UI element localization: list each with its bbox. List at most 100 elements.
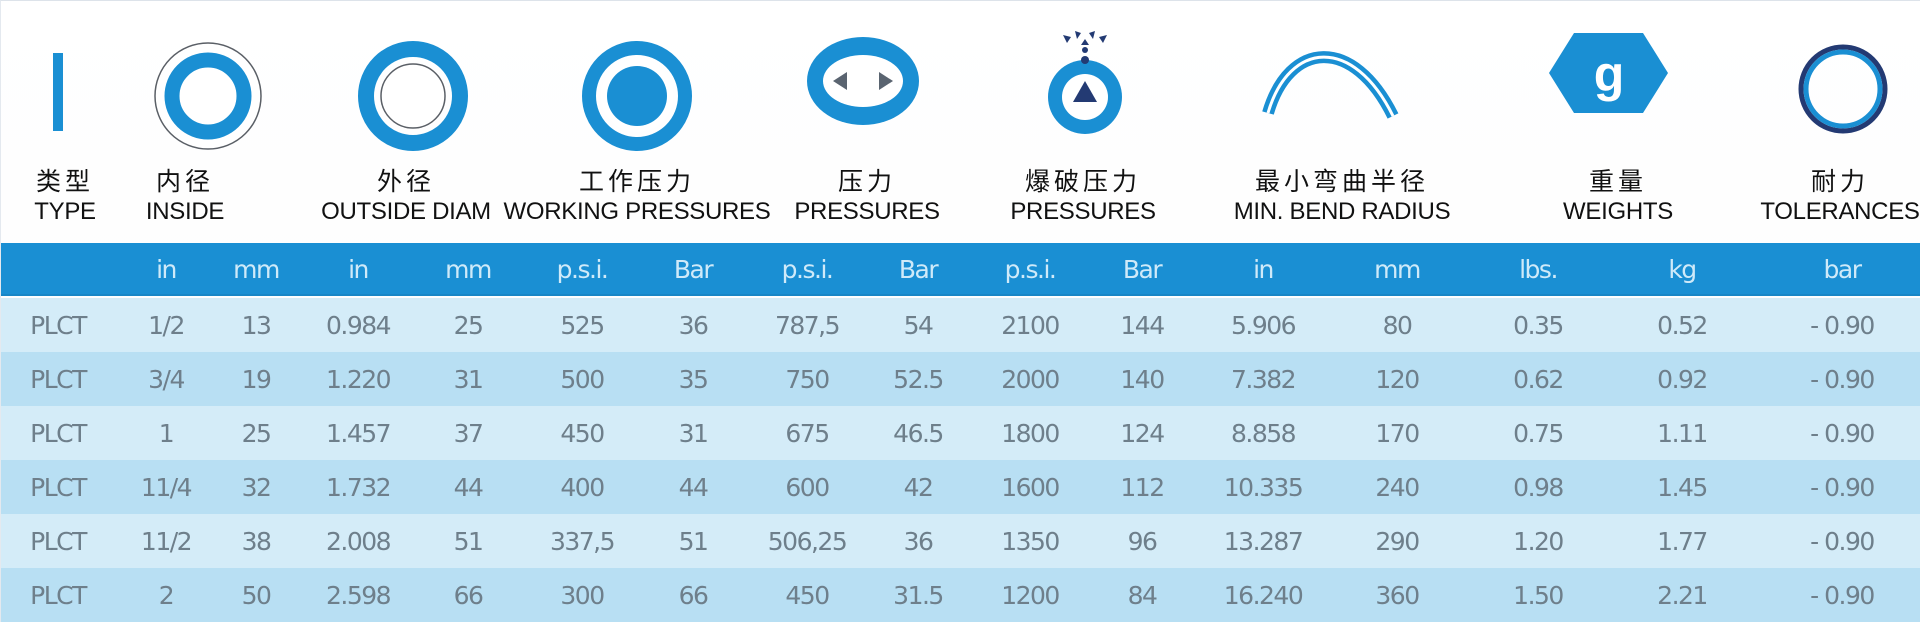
table-cell: 7.382: [1230, 364, 1297, 394]
table-cell: 450: [560, 418, 605, 448]
bend-radius-arc-icon: [1262, 51, 1399, 119]
outer-diameter-ring-icon: [358, 41, 468, 151]
unit-cell: in: [156, 255, 177, 284]
table-cell: 0.75: [1513, 418, 1564, 448]
table-cell: 360: [1375, 580, 1420, 610]
header-tolerances: 耐力 TOLERANCES: [1760, 167, 1920, 227]
table-cell: 13: [241, 310, 272, 340]
header-inside: 内径 INSIDE: [146, 167, 225, 227]
table-cell: 0.92: [1657, 364, 1708, 394]
table-cell: 750: [785, 364, 830, 394]
header-working-cn: 工作压力: [578, 167, 696, 196]
unit-cell: mm: [233, 255, 280, 284]
table-row: PLCT 2 50 2.598 66 300 66 450 31.5 1200 …: [1, 568, 1920, 622]
burst-pressure-icon: [1048, 31, 1122, 134]
header-bend-en: MIN. BEND RADIUS: [1233, 198, 1451, 225]
table-row: PLCT 11/4 32 1.732 44 400 44 600 42 1600…: [1, 460, 1920, 514]
table-cell: - 0.90: [1810, 418, 1875, 448]
table-cell: 170: [1375, 418, 1420, 448]
table-cell: 0.62: [1513, 364, 1564, 394]
table-cell: 525: [560, 310, 605, 340]
table-cell: 2.598: [325, 580, 392, 610]
table-cell: 144: [1120, 310, 1165, 340]
header-weight: 重量 WEIGHTS: [1563, 167, 1673, 227]
table-cell: 36: [903, 526, 934, 556]
table-cell: 337,5: [549, 526, 616, 556]
header-weight-en: WEIGHTS: [1563, 198, 1673, 225]
header-burst-cn: 爆破压力: [1024, 167, 1141, 196]
table-cell: 51: [453, 526, 484, 556]
table-cell: 19: [241, 364, 272, 394]
table-cell: 84: [1127, 580, 1158, 610]
table-row: PLCT 3/4 19 1.220 31 500 35 750 52.5 200…: [1, 352, 1920, 406]
table-cell: 8.858: [1230, 418, 1297, 448]
table-cell: 96: [1127, 526, 1158, 556]
table-cell: 0.984: [325, 310, 392, 340]
table-cell: PLCT: [30, 418, 87, 448]
table-cell: 0.52: [1657, 310, 1708, 340]
table-cell: - 0.90: [1810, 310, 1875, 340]
header-tolerances-en: TOLERANCES: [1760, 198, 1920, 225]
unit-cell: mm: [445, 255, 492, 284]
table-cell: 10.335: [1223, 472, 1304, 502]
table-cell: 31: [678, 418, 709, 448]
header-working-en: WORKING PRESSURES: [503, 198, 771, 225]
table-cell: 1800: [1001, 418, 1060, 448]
table-cell: 11/2: [140, 526, 193, 556]
table-cell: - 0.90: [1810, 580, 1875, 610]
table-cell: 240: [1375, 472, 1420, 502]
table-cell: 787,5: [774, 310, 841, 340]
table-row: PLCT 11/2 38 2.008 51 337,5 51 506,25 36…: [1, 514, 1920, 568]
table-cell: 25: [241, 418, 272, 448]
table-cell: 1.20: [1513, 526, 1564, 556]
table-cell: PLCT: [30, 526, 87, 556]
header-type: 类型 TYPE: [34, 167, 96, 227]
table-cell: 1.732: [325, 472, 392, 502]
unit-cell: p.s.i.: [556, 255, 609, 284]
table-cell: 1.45: [1657, 472, 1708, 502]
unit-cell: in: [348, 255, 369, 284]
table-cell: 52.5: [893, 364, 944, 394]
unit-cell: mm: [1374, 255, 1421, 284]
table-cell: 35: [678, 364, 709, 394]
table-cell: PLCT: [30, 472, 87, 502]
table-cell: 1.457: [325, 418, 392, 448]
table-cell: 1: [158, 418, 175, 448]
header-inside-cn: 内径: [155, 167, 214, 196]
table-cell: 1.50: [1513, 580, 1564, 610]
pressure-arrows-icon: [807, 37, 919, 125]
table-cell: 1.11: [1657, 418, 1708, 448]
table-cell: 44: [453, 472, 484, 502]
table-cell: 0.35: [1513, 310, 1564, 340]
table-cell: 54: [903, 310, 934, 340]
header-type-cn: 类型: [35, 167, 95, 196]
table-cell: 112: [1120, 472, 1165, 502]
unit-cell: p.s.i.: [781, 255, 834, 284]
table-cell: - 0.90: [1810, 526, 1875, 556]
unit-cell: Bar: [673, 255, 714, 284]
header-type-en: TYPE: [34, 198, 96, 225]
table-cell: 66: [453, 580, 484, 610]
header-tolerances-cn: 耐力: [1810, 167, 1869, 196]
table-cell: 32: [241, 472, 272, 502]
table-row: PLCT 1/2 13 0.984 25 525 36 787,5 54 210…: [1, 298, 1920, 352]
table-cell: 506,25: [767, 526, 848, 556]
unit-cell: p.s.i.: [1004, 255, 1057, 284]
table-cell: 1.220: [325, 364, 392, 394]
header-burst: 爆破压力 PRESSURES: [1010, 167, 1156, 227]
table-cell: 450: [785, 580, 830, 610]
table-cell: 1/2: [148, 310, 185, 340]
table-cell: 16.240: [1223, 580, 1304, 610]
unit-cell: bar: [1823, 255, 1862, 284]
table-cell: 3/4: [148, 364, 185, 394]
icon-band: g: [53, 31, 1888, 151]
table-cell: 42: [903, 472, 934, 502]
table-cell: 290: [1375, 526, 1420, 556]
working-pressure-disc-icon: [582, 41, 692, 151]
table-cell: 120: [1375, 364, 1420, 394]
table-cell: 11/4: [140, 472, 193, 502]
inner-diameter-ring-icon: [154, 42, 262, 150]
table-cell: 36: [678, 310, 709, 340]
header-outside-en: OUTSIDE DIAM: [321, 198, 491, 225]
